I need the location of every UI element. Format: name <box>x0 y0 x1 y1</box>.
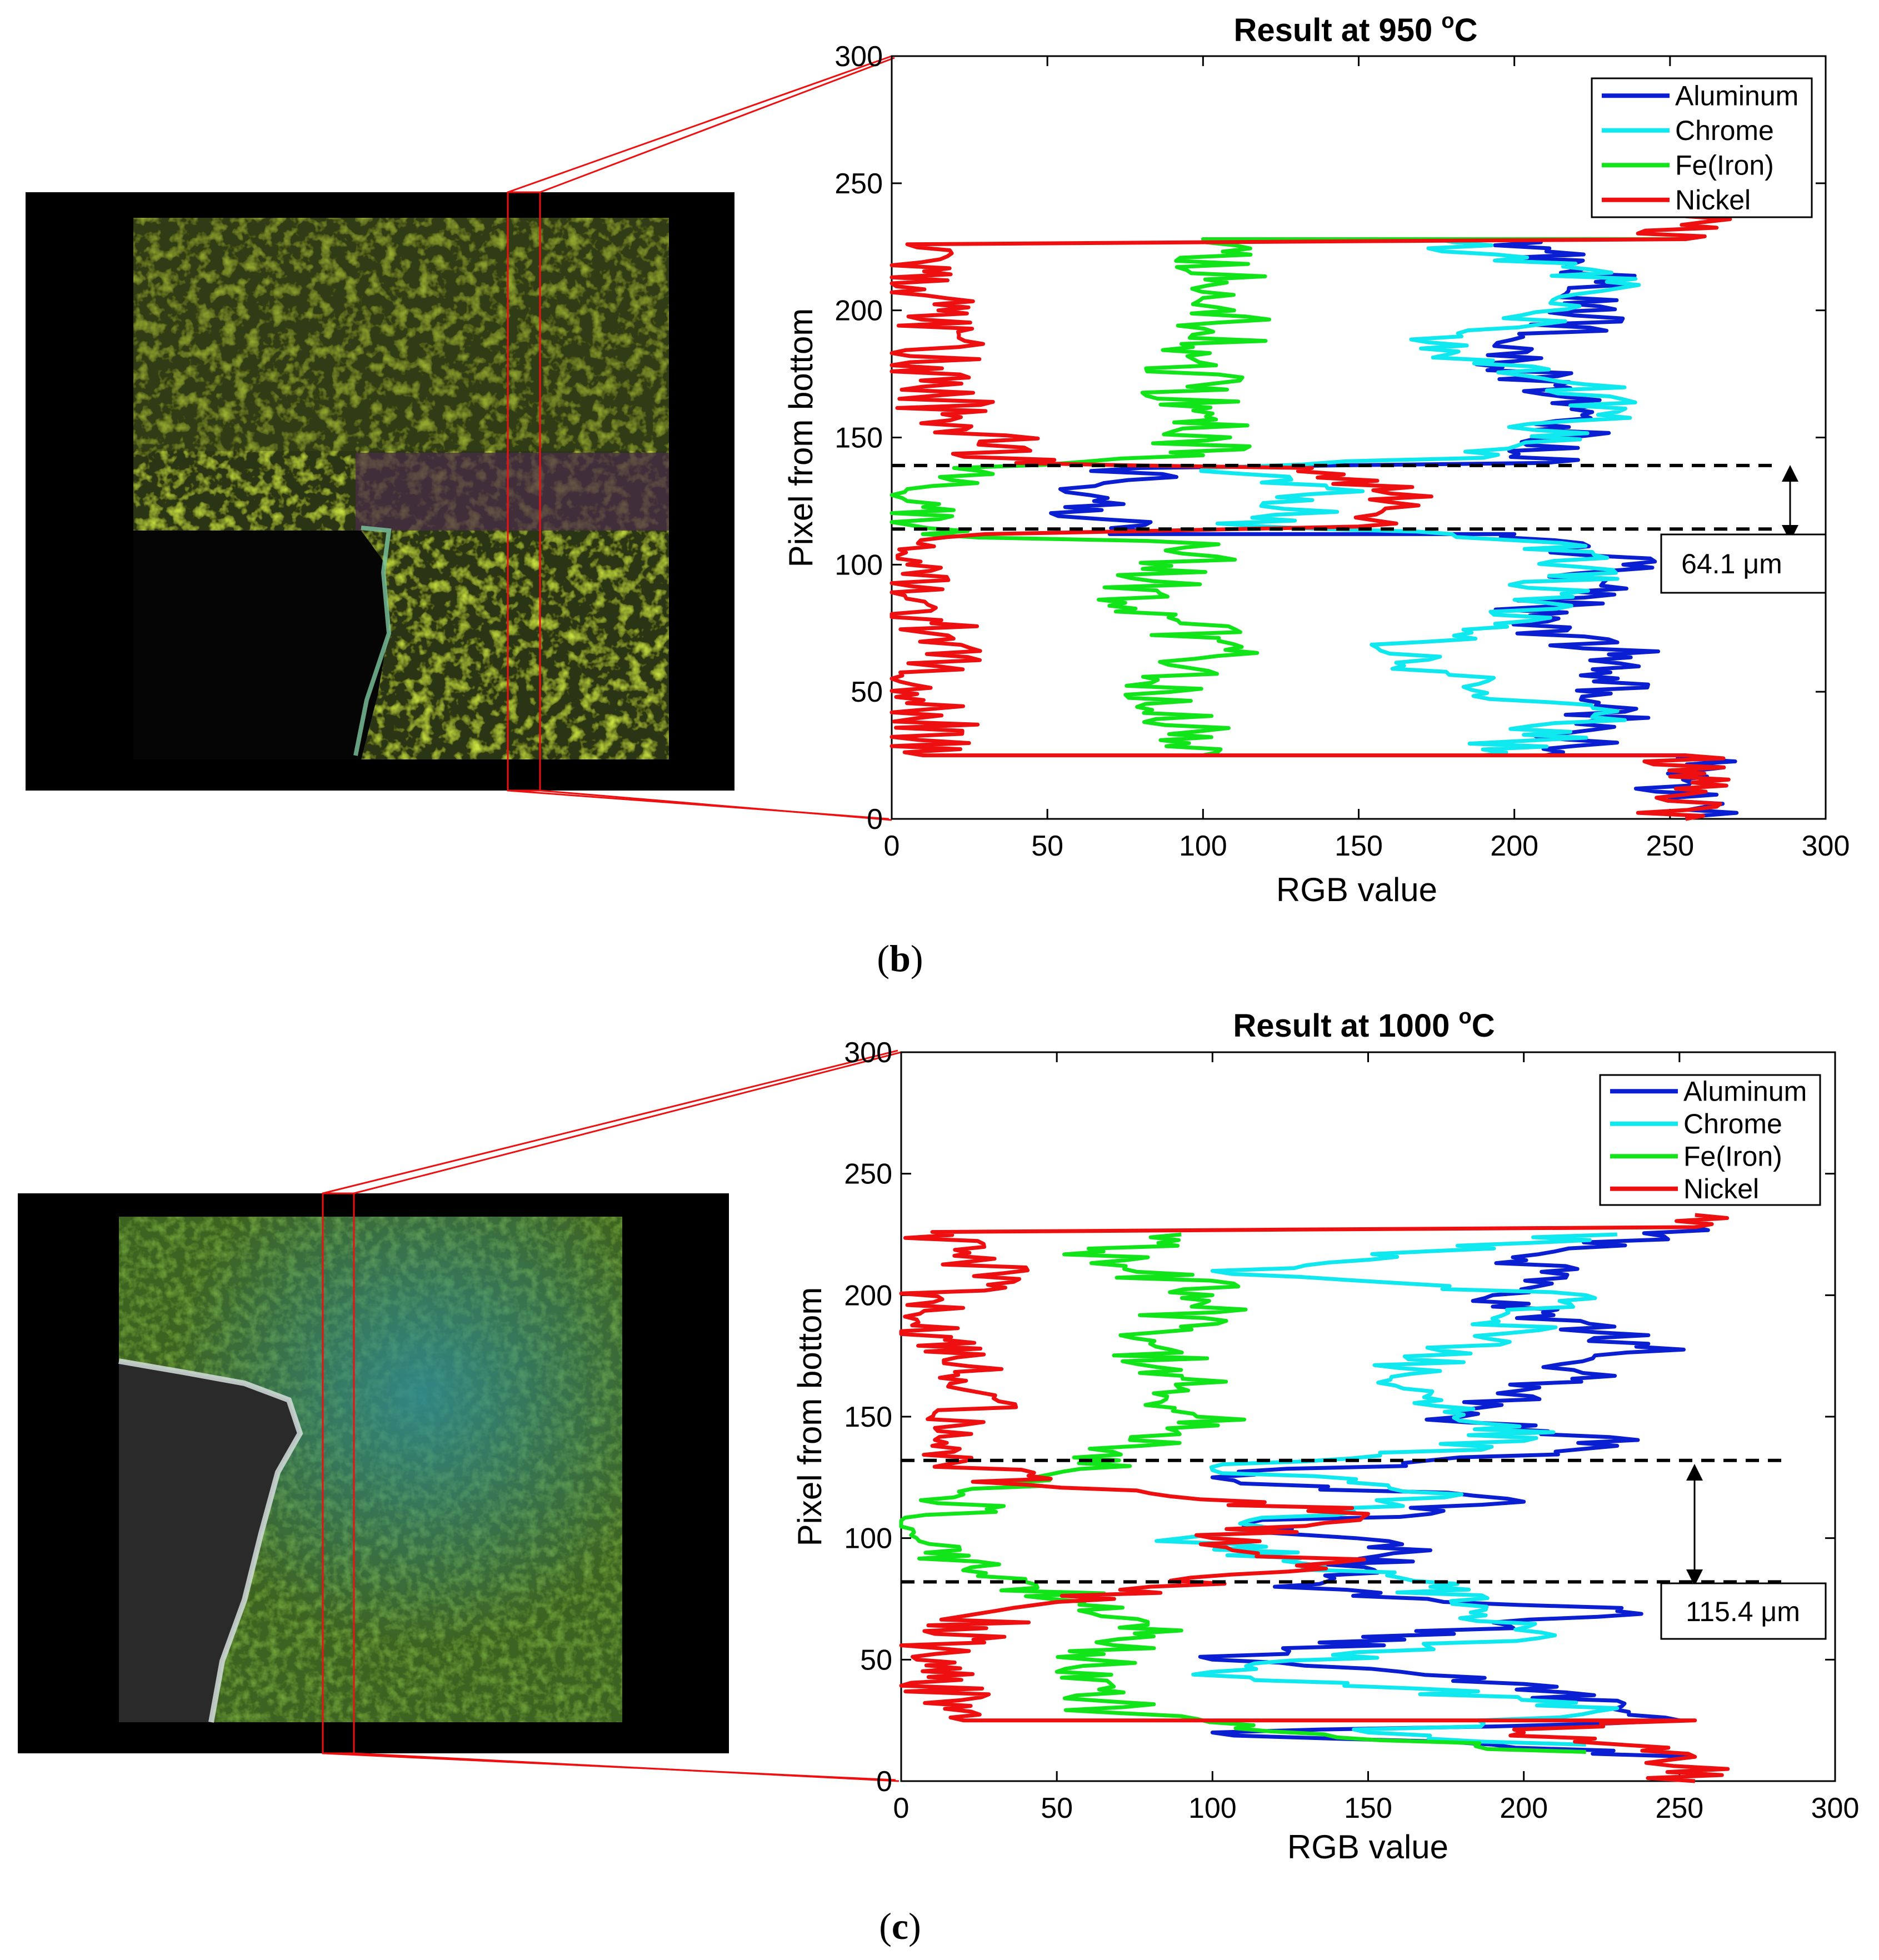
series-line-aluminum <box>1198 1225 1710 1759</box>
series-line-feiron <box>889 237 1686 758</box>
y-tick-label: 0 <box>876 1766 892 1798</box>
x-tick-label: 250 <box>1655 1792 1703 1824</box>
series-line-nickel <box>899 1213 1730 1783</box>
x-tick-label: 150 <box>1335 830 1383 862</box>
series-line-chrome <box>1199 237 1641 758</box>
legend-label: Fe(Iron) <box>1683 1141 1782 1172</box>
chart-c-thickness-box: 115.4 μm <box>1660 1582 1827 1640</box>
panel-label-b: (b) <box>877 937 923 979</box>
chart-c-ylabel: Pixel from bottom <box>791 1287 828 1547</box>
legend-label: Chrome <box>1683 1108 1782 1139</box>
chart-c-title: Result at 1000 oC <box>1233 1005 1495 1044</box>
y-tick-label: 250 <box>844 1158 892 1191</box>
zoom-lines-c <box>322 1049 902 1782</box>
legend-label: Aluminum <box>1675 80 1798 111</box>
y-tick-label: 150 <box>834 422 883 454</box>
y-tick-label: 50 <box>851 676 883 708</box>
y-tick-label: 150 <box>844 1401 892 1433</box>
x-tick-label: 0 <box>893 1792 909 1824</box>
legend-label: Chrome <box>1675 115 1774 146</box>
y-tick-label: 250 <box>834 168 883 200</box>
chart-b-ylabel: Pixel from bottom <box>782 308 819 568</box>
x-tick-label: 200 <box>1490 830 1538 862</box>
zoom-lines-b <box>507 55 895 821</box>
chart-c-xlabel: RGB value <box>1287 1828 1448 1866</box>
series-line-nickel <box>889 214 1732 821</box>
legend-box <box>1591 77 1813 218</box>
x-tick-label: 300 <box>1811 1792 1860 1824</box>
x-tick-label: 50 <box>1041 1792 1073 1824</box>
y-tick-label: 50 <box>860 1644 892 1676</box>
chart-b-xlabel: RGB value <box>1276 871 1437 908</box>
y-tick-label: 200 <box>844 1279 892 1312</box>
legend-label: Fe(Iron) <box>1675 149 1774 181</box>
x-tick-label: 100 <box>1179 830 1227 862</box>
series-line-feiron <box>899 1232 1586 1754</box>
series-line-chrome <box>1155 1232 1620 1747</box>
legend-label: Nickel <box>1683 1173 1759 1204</box>
chart-b-thickness-label: 64.1 μm <box>1681 548 1782 579</box>
x-tick-label: 200 <box>1500 1792 1548 1824</box>
x-tick-label: 300 <box>1802 830 1850 862</box>
micrograph-b <box>26 191 734 792</box>
chart-c-thickness-label: 115.4 μm <box>1686 1596 1800 1627</box>
legend-label: Aluminum <box>1683 1076 1807 1107</box>
chart-b-thickness-box: 64.1 μm <box>1660 533 1827 594</box>
x-tick-label: 0 <box>884 830 900 862</box>
panel-label-c: (c) <box>879 1905 921 1947</box>
y-tick-label: 100 <box>844 1523 892 1555</box>
y-tick-label: 300 <box>844 1037 892 1069</box>
x-tick-label: 100 <box>1188 1792 1237 1824</box>
x-tick-label: 250 <box>1646 830 1694 862</box>
chart-b: Result at 950 oC 0 50 100 150 200 250 300 0 50 10… <box>782 9 1850 908</box>
y-tick-label: 100 <box>834 549 883 581</box>
legend-box <box>1599 1074 1821 1206</box>
micrograph-c <box>18 1192 729 1754</box>
x-tick-label: 150 <box>1344 1792 1392 1824</box>
x-tick-label: 50 <box>1031 830 1063 862</box>
chart-c: Result at 1000 oC 0 50 100 150 200 250 300 0 50 1… <box>791 1005 1859 1866</box>
y-tick-label: 0 <box>867 803 883 836</box>
y-tick-label: 200 <box>834 295 883 327</box>
chart-b-title: Result at 950 oC <box>1233 9 1477 48</box>
y-tick-label: 300 <box>834 41 883 73</box>
legend-label: Nickel <box>1675 184 1751 216</box>
